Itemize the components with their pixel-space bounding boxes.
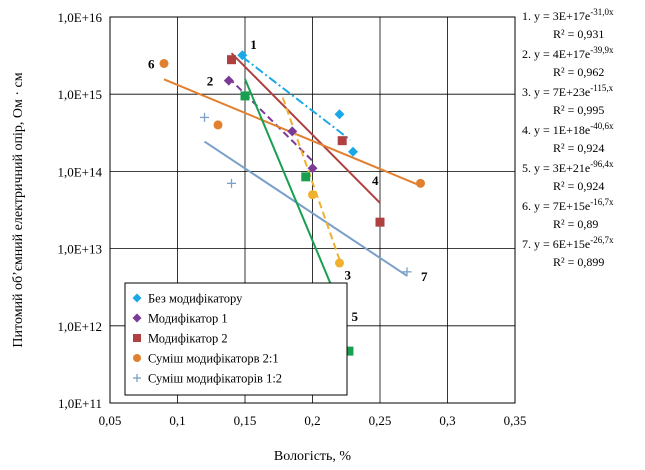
- legend: Без модифікатору Модифікатор 1 Модифікатор…: [124, 282, 348, 396]
- trend-equation: 7. y = 6E+15e-26,7x: [522, 235, 614, 251]
- data-point: [335, 258, 344, 268]
- legend-marker: [133, 354, 141, 362]
- axis-ticks: 0,05 0,1 0,15 0,2 0,25 0,3 0,35 1,0E+11 1,0E+12 1…: [57, 10, 526, 428]
- data-point: [227, 55, 236, 65]
- legend-marker: [132, 313, 142, 323]
- legend-entry-label: Без модифікатору: [148, 292, 243, 306]
- legend-box: [124, 282, 348, 396]
- x-tick-label: 0,15: [234, 413, 257, 428]
- trend-number-label: 2: [207, 74, 214, 89]
- trend-equation: 1. y = 3E+17e-31,0x: [522, 7, 614, 23]
- trendlines: [163, 52, 421, 316]
- equation-base: 4. y = 1E+18e: [522, 123, 590, 137]
- trend-number-label: 1: [250, 37, 256, 52]
- y-tick-label: 1,0E+13: [57, 242, 102, 257]
- trend-r-squared: R² = 0,931: [553, 27, 604, 41]
- data-point: [287, 126, 298, 137]
- equation-base: 2. y = 4E+17e: [522, 47, 590, 61]
- trend-equations: 1. y = 3E+17e-31,0x R² = 0,931 2. y = 4E+1…: [522, 7, 614, 269]
- y-tick-label: 1,0E+11: [58, 396, 102, 411]
- trend-equation: 5. y = 3E+21e-96,4x: [522, 159, 614, 175]
- y-tick-label: 1,0E+14: [57, 164, 102, 179]
- data-points: [159, 50, 425, 356]
- equation-exponent: -115,x: [590, 83, 613, 93]
- x-tick-label: 0,35: [504, 413, 527, 428]
- trendline: [281, 97, 341, 260]
- legend-entry-label: Суміш модифікаторв 2:1: [148, 352, 279, 366]
- trend-number-label: 6: [148, 56, 155, 71]
- trendline: [241, 55, 351, 141]
- trend-labels: 1 2 4 6 7 5 3: [148, 37, 428, 324]
- y-tick-label: 1,0E+16: [57, 10, 102, 25]
- trend-r-squared: R² = 0,924: [553, 179, 604, 193]
- data-point: [213, 120, 223, 130]
- data-point: [337, 136, 347, 146]
- x-tick-label: 0,2: [304, 413, 320, 428]
- trend-r-squared: R² = 0,962: [553, 65, 604, 79]
- y-axis-title: Питомий об’ємний електричний опір, Ом · …: [11, 72, 26, 347]
- data-point: [301, 172, 311, 182]
- trend-equation: 3. y = 7E+23e-115,x: [522, 83, 614, 99]
- trendline: [203, 140, 408, 277]
- data-point: [307, 163, 318, 174]
- equation-exponent: -40,6x: [590, 121, 614, 131]
- equation-base: 6. y = 7E+15e: [522, 199, 590, 213]
- data-point: [348, 146, 358, 157]
- x-tick-label: 0,25: [369, 413, 392, 428]
- equation-base: 5. y = 3E+21e: [522, 161, 590, 175]
- equation-exponent: -96,4x: [590, 159, 614, 169]
- trend-number-label: 4: [372, 173, 379, 188]
- trendline: [230, 52, 381, 204]
- trend-number-label: 3: [345, 268, 352, 283]
- equation-base: 7. y = 6E+15e: [522, 237, 590, 251]
- data-point: [159, 58, 169, 68]
- x-axis-title: Вологість, %: [274, 449, 351, 464]
- equation-base: 3. y = 7E+23e: [522, 85, 590, 99]
- legend-marker: [133, 334, 141, 342]
- data-point: [344, 346, 354, 356]
- trend-r-squared: R² = 0,899: [553, 255, 604, 269]
- trend-number-label: 7: [421, 269, 428, 284]
- data-point: [240, 91, 250, 101]
- x-tick-label: 0,05: [99, 413, 122, 428]
- equation-exponent: -26,7x: [590, 235, 614, 245]
- x-tick-label: 0,1: [169, 413, 185, 428]
- data-point: [237, 50, 248, 61]
- trend-equation: 6. y = 7E+15e-16,7x: [522, 197, 614, 213]
- equation-exponent: -39,9x: [590, 45, 614, 55]
- trendline: [244, 78, 345, 316]
- legend-entry-label: Модифікатор 1: [148, 312, 228, 326]
- trend-r-squared: R² = 0,89: [553, 217, 598, 231]
- trend-r-squared: R² = 0,995: [553, 103, 604, 117]
- trendline: [228, 77, 314, 162]
- legend-entry-label: Модифікатор 2: [148, 332, 228, 346]
- y-tick-label: 1,0E+15: [57, 87, 102, 102]
- equation-exponent: -31,0x: [590, 7, 614, 17]
- legend-marker: [132, 293, 142, 303]
- legend-entry-label: Суміш модифікаторів 1:2: [148, 372, 282, 386]
- equation-exponent: -16,7x: [590, 197, 614, 207]
- data-point: [416, 178, 425, 188]
- data-point: [223, 75, 234, 86]
- data-point: [308, 190, 317, 200]
- data-point: [375, 217, 385, 227]
- trend-equation: 4. y = 1E+18e-40,6x: [522, 121, 614, 137]
- data-point: [334, 109, 345, 120]
- trend-r-squared: R² = 0,924: [553, 141, 604, 155]
- equation-base: 1. y = 3E+17e: [522, 9, 590, 23]
- trend-number-label: 5: [352, 309, 359, 324]
- x-tick-label: 0,3: [439, 413, 455, 428]
- trend-equation: 2. y = 4E+17e-39,9x: [522, 45, 614, 61]
- y-tick-label: 1,0E+12: [57, 319, 102, 334]
- plot-frame: [109, 16, 516, 404]
